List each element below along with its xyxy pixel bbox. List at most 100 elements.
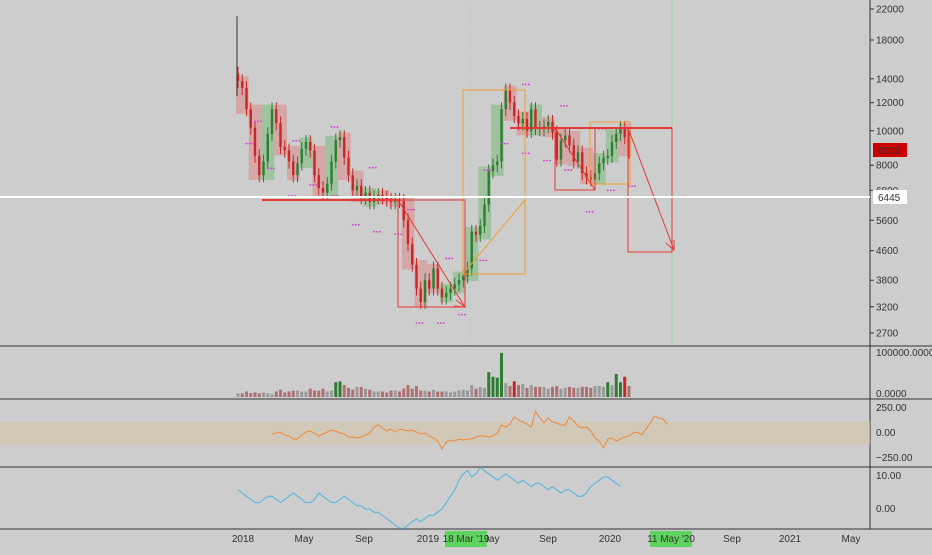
candle-body <box>615 133 618 142</box>
volume-bar <box>474 388 478 397</box>
measure-box <box>554 127 596 191</box>
signal-dot <box>418 322 421 324</box>
volume-axis-label: 100000.0000 <box>876 348 932 359</box>
volume-bar <box>402 388 406 397</box>
signal-dot <box>567 169 570 171</box>
volume-bar <box>563 387 567 397</box>
volume-bar <box>478 386 482 397</box>
candle-body <box>385 197 388 200</box>
projection-box-red <box>627 127 673 253</box>
volume-bar <box>355 386 359 397</box>
signal-dot <box>292 139 295 142</box>
signal-dot <box>266 167 269 170</box>
volume-bar <box>372 391 376 397</box>
volume-bar <box>279 389 282 397</box>
projection-line <box>627 127 675 251</box>
signal-dot <box>527 83 530 86</box>
volume-bar <box>623 376 627 397</box>
signal-dot <box>563 104 565 107</box>
price-axis-label: 12000 <box>876 98 904 109</box>
signal-dot <box>379 230 381 233</box>
signal-dot <box>609 189 612 192</box>
volume-bar <box>461 389 465 397</box>
candle-body <box>411 244 414 265</box>
signal-dot <box>295 139 298 142</box>
candle-body <box>491 165 495 172</box>
osc2-axis-label: 10.00 <box>876 471 901 482</box>
signal-dot <box>400 233 403 236</box>
candle-body <box>415 264 418 289</box>
signal-dot <box>445 257 448 260</box>
signal-dot <box>254 120 256 123</box>
volume-bar <box>236 393 240 397</box>
volume-bar <box>589 387 593 397</box>
volume-bar <box>487 372 491 397</box>
volume-bar <box>321 388 325 397</box>
osc1-axis-label: −250.00 <box>876 453 913 464</box>
signal-dot <box>257 120 259 123</box>
volume-bar <box>376 391 380 397</box>
candle-body <box>559 140 563 160</box>
time-axis-label: 2021 <box>779 534 802 545</box>
signal-dot <box>251 142 254 145</box>
volume-bar <box>313 390 316 397</box>
signal-dot <box>524 83 527 86</box>
candle-body <box>402 200 405 221</box>
volume-bar <box>325 391 329 397</box>
signal-dot <box>506 142 509 145</box>
volume-bar <box>359 386 363 397</box>
time-axis-label: May <box>295 534 314 545</box>
candle-body <box>517 116 520 124</box>
candle-body <box>321 188 325 193</box>
signal-dot <box>371 166 374 169</box>
arrow-head <box>665 240 675 252</box>
volume-bar <box>619 382 622 397</box>
signal-dot <box>272 167 275 170</box>
candle-body <box>555 132 558 160</box>
volume-bar <box>364 388 367 397</box>
candle-body <box>304 141 308 149</box>
signal-dot <box>354 223 357 226</box>
osc1-axis-label: 0.00 <box>876 428 896 439</box>
volume-bar <box>381 391 384 397</box>
signal-dot <box>351 223 354 226</box>
candle-body <box>534 109 537 128</box>
candle-body <box>283 147 286 151</box>
volume-axis-label: 0.0000 <box>876 389 907 400</box>
trend-line <box>554 127 596 191</box>
volume-bar <box>444 391 448 397</box>
osc1-axis-label: 250.00 <box>876 403 907 414</box>
signal-dot <box>560 104 562 107</box>
time-axis-label: 2020 <box>599 534 622 545</box>
price-axis-label: 22000 <box>876 5 904 16</box>
volume-bar <box>453 391 457 397</box>
signal-dot <box>407 208 409 211</box>
volume-bar <box>500 352 503 397</box>
signal-dot <box>482 259 485 262</box>
candle-body <box>440 288 444 298</box>
signal-dot <box>591 210 594 213</box>
signal-dot <box>570 169 573 171</box>
time-axis-label: Sep <box>355 534 373 545</box>
signal-dot <box>336 126 339 128</box>
volume-bar <box>423 390 427 397</box>
candle-body <box>249 109 252 128</box>
signal-dot <box>549 159 551 162</box>
volume-bar <box>385 392 389 397</box>
volume-bar <box>274 391 278 397</box>
candle-body <box>585 173 588 178</box>
candle-body <box>275 109 278 124</box>
volume-bar <box>597 385 601 397</box>
volume-bar <box>291 390 295 397</box>
signal-dot <box>309 184 312 186</box>
signal-dot <box>260 120 262 123</box>
signal-dot <box>606 189 609 192</box>
signal-dot <box>357 223 360 226</box>
candle-body <box>487 171 490 205</box>
signal-dot <box>527 152 530 155</box>
volume-bar <box>457 390 461 397</box>
signal-dot <box>245 142 248 145</box>
candle-body <box>627 137 631 152</box>
